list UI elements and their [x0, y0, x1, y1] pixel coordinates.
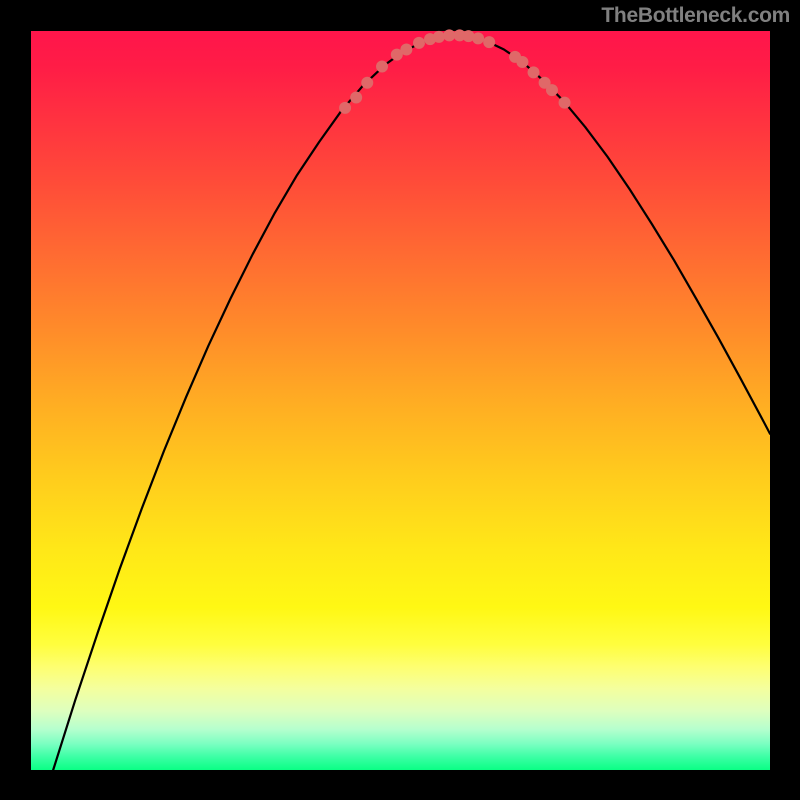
data-marker	[472, 32, 484, 44]
data-marker	[528, 66, 540, 78]
plot-background	[31, 31, 770, 770]
data-marker	[546, 84, 558, 96]
data-marker	[413, 37, 425, 49]
data-marker	[443, 29, 455, 41]
watermark-text: TheBottleneck.com	[601, 4, 790, 28]
data-marker	[400, 43, 412, 55]
data-marker	[433, 31, 445, 43]
data-marker	[483, 36, 495, 48]
data-marker	[516, 56, 528, 68]
data-marker	[350, 92, 362, 104]
data-marker	[376, 60, 388, 72]
chart-stage: TheBottleneck.com	[0, 0, 800, 800]
data-marker	[361, 77, 373, 89]
bottleneck-chart	[0, 0, 800, 800]
data-marker	[339, 102, 351, 114]
data-marker	[559, 97, 571, 109]
